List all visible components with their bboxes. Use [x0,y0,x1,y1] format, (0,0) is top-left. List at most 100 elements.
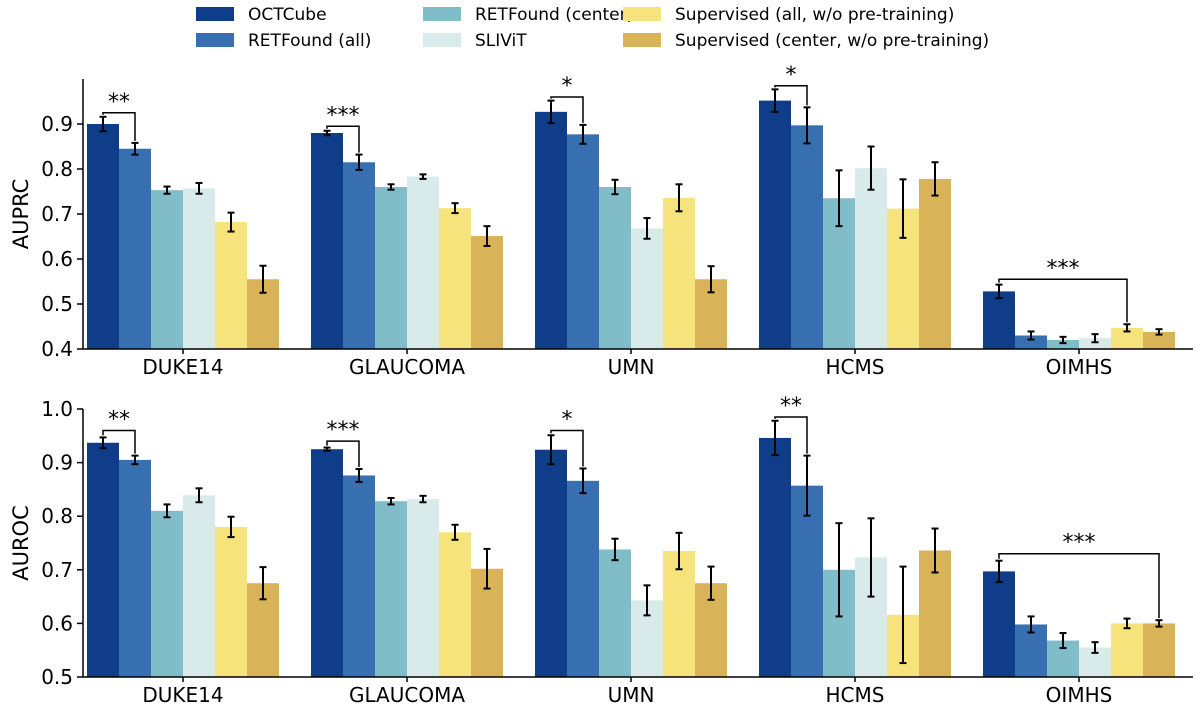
bar-auprc-0-4 [215,222,247,349]
bar-auprc-1-5 [471,236,503,349]
bar-auprc-3-3 [855,168,887,349]
error-bar-auroc-1-1 [355,468,363,483]
error-bar-auroc-0-4 [227,515,235,539]
significance-label: ** [780,394,802,419]
bar-auroc-3-0 [759,437,791,677]
y-tick-label: 0.8 [41,157,73,181]
error-bar-auroc-4-0 [995,559,1003,584]
y-tick-label: 0.7 [41,558,73,582]
error-bar-auprc-1-4 [451,202,459,215]
y-tick-label: 0.8 [41,504,73,528]
error-bar-auroc-2-4 [675,531,683,571]
error-bar-auprc-4-3 [1091,333,1099,344]
y-tick-label: 0.5 [41,665,73,689]
error-bar-auprc-3-1 [803,106,811,145]
bar-auroc-4-5 [1143,623,1175,677]
error-bar-auroc-0-1 [131,454,139,466]
x-tick-label: OIMHS [1046,355,1113,379]
bar-auprc-4-5 [1143,331,1175,349]
y-tick-label: 0.7 [41,202,73,226]
x-tick-label: GLAUCOMA [349,355,465,379]
legend-swatch-5 [623,33,661,47]
error-bar-auprc-3-0 [771,88,779,113]
bar-auprc-2-4 [663,197,695,349]
legend-swatch-4 [623,7,661,21]
bar-auroc-0-3 [183,495,215,677]
error-bar-auroc-0-0 [99,436,107,450]
error-bar-auroc-4-4 [1123,617,1131,630]
bar-auprc-3-1 [791,125,823,349]
bar-auroc-1-0 [311,449,343,677]
error-bar-auprc-1-2 [387,183,395,191]
bar-auroc-0-2 [151,510,183,677]
legend: OCTCube RETFound (all) RETFound (center) SL… [196,5,989,51]
significance-bracket-auprc-0: ** [102,90,136,141]
error-bar-auprc-3-4 [899,178,907,239]
significance-bracket-auprc-1: *** [326,103,360,153]
error-bar-auprc-0-3 [195,181,203,195]
legend-label-0: OCTCube [248,5,327,25]
y-tick-label: 0.4 [41,337,73,361]
legend-swatch-1 [196,33,234,47]
y-axis-label: AUPRC [9,179,33,250]
error-bar-auprc-2-2 [611,178,619,196]
bar-auprc-1-2 [375,187,407,349]
bar-auprc-1-1 [343,162,375,349]
error-bar-auprc-2-5 [707,265,715,294]
significance-bracket-auprc-2: * [550,74,584,123]
bar-auroc-2-4 [663,551,695,677]
significance-label: ** [108,407,130,432]
error-bar-auroc-3-5 [931,527,939,574]
bar-auroc-4-4 [1111,623,1143,677]
significance-bracket-auroc-4: *** [998,531,1160,619]
significance-label: * [786,63,797,88]
x-tick-label: HCMS [826,355,885,379]
error-bar-auroc-4-3 [1091,641,1099,654]
bar-auroc-1-1 [343,475,375,677]
y-axis-label: AUROC [9,505,33,581]
bar-auprc-1-3 [407,176,439,349]
bar-auprc-0-0 [87,124,119,349]
error-bar-auroc-1-2 [387,496,395,506]
bar-auprc-4-1 [1015,335,1047,349]
error-bar-auprc-2-1 [579,123,587,145]
legend-swatch-0 [196,7,234,21]
error-bar-auroc-3-0 [771,419,779,457]
significance-label: *** [327,103,360,128]
bar-auroc-0-1 [119,459,151,677]
error-bar-auroc-1-4 [451,523,459,541]
significance-bracket-auroc-2: * [550,407,584,467]
bar-auroc-0-4 [215,526,247,677]
error-bar-auprc-1-3 [419,173,427,180]
y-tick-label: 1.0 [41,397,73,421]
error-bar-auroc-4-1 [1027,615,1035,634]
error-bar-auprc-1-0 [323,129,331,137]
x-tick-label: HCMS [826,683,885,707]
x-tick-label: OIMHS [1046,683,1113,707]
significance-label: *** [327,418,360,443]
error-bar-auroc-4-5 [1155,619,1163,628]
error-bar-auroc-2-1 [579,467,587,495]
legend-label-2: RETFound (center) [475,5,633,25]
error-bar-auroc-2-5 [707,565,715,601]
significance-label: * [562,407,573,432]
error-bar-auroc-4-2 [1059,632,1067,650]
significance-label: *** [1063,531,1096,556]
error-bar-auroc-3-3 [867,517,875,598]
bar-auprc-4-0 [983,291,1015,349]
bar-auprc-1-4 [439,208,471,349]
error-bar-auroc-1-5 [483,547,491,590]
bar-auprc-1-0 [311,133,343,349]
error-bar-auprc-0-5 [259,264,267,294]
error-bar-auroc-2-2 [611,537,619,562]
bar-auprc-4-2 [1047,340,1079,349]
error-bar-auroc-3-2 [835,522,843,618]
y-tick-label: 0.9 [41,451,73,475]
bar-auprc-4-3 [1079,338,1111,349]
error-bar-auprc-4-1 [1027,330,1035,341]
error-bar-auprc-4-2 [1059,335,1067,345]
legend-label-3: SLIViT [475,31,527,51]
x-tick-label: UMN [608,683,655,707]
